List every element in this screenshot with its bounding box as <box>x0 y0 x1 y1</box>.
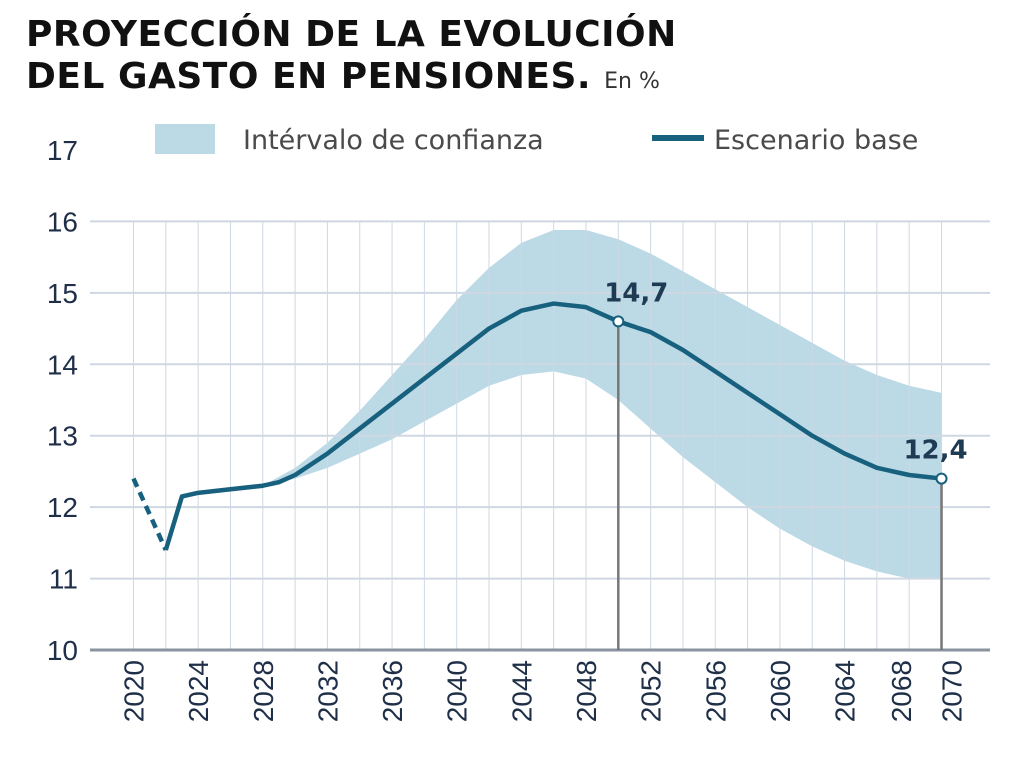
legend-band-swatch <box>155 124 215 154</box>
y-tick-label: 17 <box>47 135 78 166</box>
baseline-series-line <box>163 301 942 551</box>
x-tick-label: 2032 <box>312 660 343 722</box>
annotation-marker <box>935 472 948 485</box>
x-tick-label: 2068 <box>886 660 917 722</box>
chart-title-line1: PROYECCIÓN DE LA EVOLUCIÓN <box>26 14 677 55</box>
x-tick-label: 2056 <box>700 660 731 722</box>
x-tick-label: 2064 <box>830 660 861 722</box>
confidence-band <box>262 230 942 579</box>
x-tick-label: 2024 <box>183 660 214 722</box>
x-tick-label: 2044 <box>506 660 537 722</box>
x-tick-label: 2028 <box>248 660 279 722</box>
y-tick-label: 14 <box>47 349 78 380</box>
chart-title: PROYECCIÓN DE LA EVOLUCIÓN DEL GASTO EN … <box>26 14 677 103</box>
chart-unit-label: En % <box>604 69 660 94</box>
data-label: 14,7 <box>604 278 668 308</box>
y-tick-label: 16 <box>47 206 78 237</box>
chart-title-line2: DEL GASTO EN PENSIONES. <box>26 56 592 97</box>
y-tick-label: 15 <box>47 278 78 309</box>
x-tick-label: 2052 <box>636 660 667 722</box>
y-tick-label: 13 <box>47 421 78 452</box>
baseline-dashed-segment <box>131 477 168 551</box>
legend-line-label: Escenario base <box>714 125 918 156</box>
y-tick-label: 12 <box>47 492 78 523</box>
legend-band-label: Intérvalo de confianza <box>243 125 544 156</box>
x-tick-label: 2048 <box>571 660 602 722</box>
x-tick-label: 2036 <box>377 660 408 722</box>
x-tick-label: 2020 <box>118 660 149 722</box>
x-tick-label: 2040 <box>442 660 473 722</box>
x-tick-label: 2060 <box>765 660 796 722</box>
annotation-marker <box>612 315 625 328</box>
data-label: 12,4 <box>903 436 967 466</box>
y-tick-label: 10 <box>47 635 78 666</box>
x-tick-label: 2070 <box>937 660 968 722</box>
y-tick-label: 11 <box>49 564 78 595</box>
legend: Intérvalo de confianza Escenario base <box>155 124 918 156</box>
